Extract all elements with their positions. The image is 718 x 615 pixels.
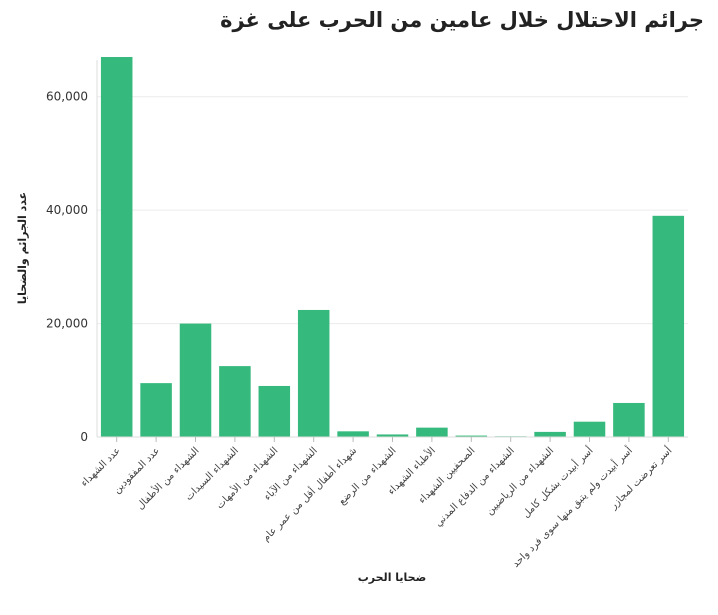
bar[interactable] — [219, 366, 251, 437]
bar[interactable] — [258, 385, 291, 437]
bar[interactable] — [416, 427, 448, 437]
gridlines — [97, 96, 688, 325]
y-tick-label: 20,000 — [46, 317, 88, 331]
bar[interactable] — [534, 431, 566, 437]
bar[interactable] — [573, 421, 606, 437]
y-tick-label: 60,000 — [46, 90, 88, 104]
bar[interactable] — [337, 431, 369, 437]
bar[interactable] — [613, 402, 645, 437]
x-tick-label: أسر أبيدت بشكل كامل — [519, 444, 596, 521]
x-tick-label: الشهداء من الرياضيين — [484, 445, 556, 517]
chart-title: جرائم الاحتلال خلال عامين من الحرب على غ… — [220, 8, 704, 32]
y-axis-label: عدد الجرائم والضحايا — [16, 192, 29, 304]
y-tick-label: 40,000 — [46, 203, 88, 217]
x-axis-label: ضحايا الحرب — [358, 571, 427, 584]
bar[interactable] — [455, 435, 488, 437]
y-tick-label: 0 — [80, 430, 88, 444]
x-tick-label: الشهداء من الدفاع المدني — [433, 445, 517, 529]
x-tick-label: أسر تعرضت لمجازر — [606, 444, 674, 512]
bar[interactable] — [297, 309, 330, 437]
bar[interactable] — [179, 323, 212, 437]
bar[interactable] — [100, 57, 133, 438]
bars — [100, 57, 685, 438]
bar[interactable] — [652, 215, 685, 437]
bar[interactable] — [376, 434, 409, 437]
bar[interactable] — [140, 383, 172, 437]
y-tick-labels: 0 20,000 40,000 60,000 — [46, 90, 88, 444]
